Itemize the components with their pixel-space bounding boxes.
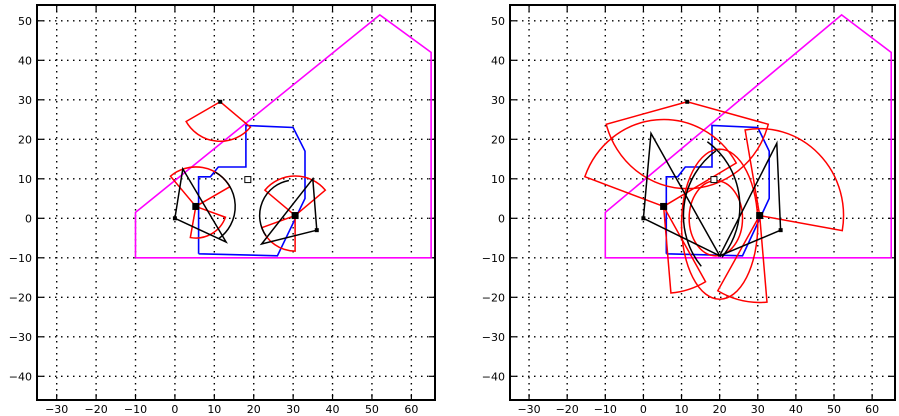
- y-tick-label: 0: [25, 212, 32, 225]
- panel-left: −30 −20 −10 0 10 20 30 40 50 60 −40 −30 −20 −10 0 10 20 3…: [9, 4, 436, 416]
- x-tick-label: 0: [171, 403, 178, 416]
- sensor-sector: [662, 206, 707, 294]
- panel-right: −30 −20 −10 0 10 20 30 40 50 60 −40 −30 −20 −10 0 10 20 3…: [482, 4, 896, 416]
- sensor-fan-arc: [706, 141, 741, 258]
- plot-frame: [509, 4, 896, 401]
- x-tick-label: 10: [207, 403, 221, 416]
- x-tick-label: 30: [751, 403, 765, 416]
- x-tick-label: 0: [640, 403, 647, 416]
- sensor-fan-outline: [642, 130, 722, 258]
- y-tick-label: −10: [9, 252, 32, 265]
- plot-frame: [36, 4, 436, 401]
- y-tick-label: −20: [9, 291, 32, 304]
- sensor-sector: [744, 127, 845, 232]
- y-tick-label: 20: [491, 133, 505, 146]
- sensor-point: [314, 228, 319, 233]
- sensor-point: [172, 216, 177, 221]
- y-tick-label: 0: [498, 212, 505, 225]
- x-tick-label: 40: [326, 403, 340, 416]
- x-tick-label: −20: [556, 403, 579, 416]
- sensor-point: [778, 228, 783, 233]
- x-tick-label: 20: [713, 403, 727, 416]
- y-tick-label: 20: [18, 133, 32, 146]
- sensor-sector: [260, 214, 296, 252]
- sensor-point: [685, 99, 690, 104]
- target-point: [244, 176, 252, 184]
- x-tick-label: 10: [675, 403, 689, 416]
- sensor-sector: [189, 205, 227, 239]
- y-tick-label: 40: [491, 54, 505, 67]
- y-tick-label: 40: [18, 54, 32, 67]
- y-tick-label: 50: [18, 15, 32, 28]
- sensor-sector: [583, 118, 738, 208]
- sensor-sector: [185, 100, 252, 143]
- y-tick-label: −20: [482, 291, 505, 304]
- y-tick-label: −40: [482, 370, 505, 383]
- sensor-fan-outline: [174, 166, 228, 244]
- x-tick-label: −20: [84, 403, 107, 416]
- y-tick-label: 10: [18, 173, 32, 186]
- sensor-fan-outline: [259, 176, 318, 246]
- target-point: [710, 176, 718, 184]
- sensor-point: [756, 212, 764, 220]
- x-tick-label: 20: [247, 403, 261, 416]
- y-tick-label: −30: [9, 331, 32, 344]
- sensor-sector: [605, 100, 770, 190]
- y-tick-label: 10: [491, 173, 505, 186]
- y-tick-label: −30: [482, 331, 505, 344]
- sensor-fan-arc: [682, 150, 717, 267]
- x-tick-label: −30: [517, 403, 540, 416]
- sensor-point: [291, 212, 299, 220]
- boundary-polygon: [604, 13, 893, 259]
- sensor-fan-outline: [718, 140, 782, 258]
- y-tick-label: 30: [491, 94, 505, 107]
- sensor-fan-arc: [258, 179, 290, 237]
- boundary-polygon: [134, 13, 432, 259]
- sensor-sector: [263, 175, 327, 217]
- sensor-sector: [716, 213, 768, 304]
- sensor-point: [641, 216, 646, 221]
- y-tick-label: 30: [18, 94, 32, 107]
- sensor-fan-arc: [215, 171, 236, 240]
- sensor-point: [218, 99, 223, 104]
- x-tick-label: −10: [124, 403, 147, 416]
- x-tick-label: 60: [404, 403, 418, 416]
- x-tick-label: 50: [365, 403, 379, 416]
- x-tick-label: 40: [789, 403, 803, 416]
- y-tick-label: −10: [482, 252, 505, 265]
- y-tick-label: 50: [491, 15, 505, 28]
- x-tick-label: 50: [827, 403, 841, 416]
- sensor-point: [192, 202, 200, 210]
- x-tick-label: −10: [594, 403, 617, 416]
- sensor-point: [660, 202, 668, 210]
- coverage-ellipse: [680, 148, 759, 301]
- x-tick-label: 60: [865, 403, 879, 416]
- x-tick-label: 30: [286, 403, 300, 416]
- x-tick-label: −30: [45, 403, 68, 416]
- y-tick-label: −40: [9, 370, 32, 383]
